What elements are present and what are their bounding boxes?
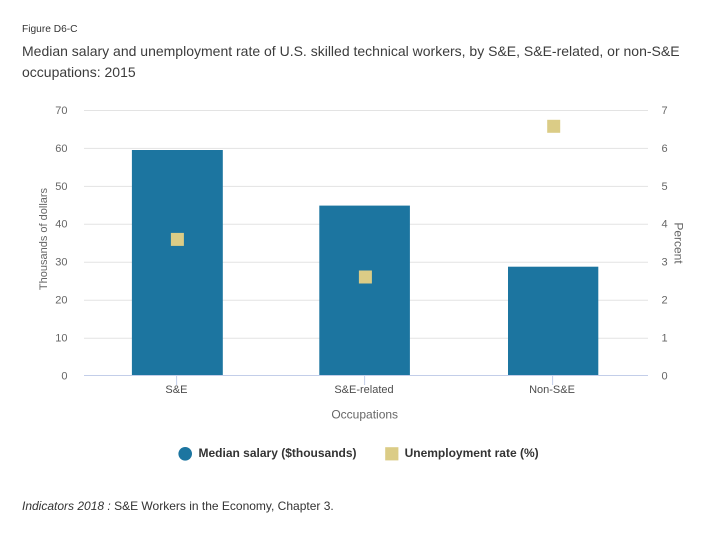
svg-text:60: 60 — [55, 143, 67, 155]
svg-text:Thousands of dollars: Thousands of dollars — [38, 187, 50, 290]
svg-text:Percent: Percent — [672, 222, 686, 264]
svg-text:6: 6 — [662, 143, 668, 155]
svg-text:4: 4 — [662, 219, 668, 231]
svg-text:S&E-related: S&E-related — [334, 384, 393, 396]
svg-text:3: 3 — [662, 257, 668, 269]
svg-text:Non-S&E: Non-S&E — [529, 384, 575, 396]
svg-text:30: 30 — [55, 257, 67, 269]
svg-text:0: 0 — [61, 371, 67, 383]
svg-text:7: 7 — [662, 105, 668, 117]
svg-text:5: 5 — [662, 181, 668, 193]
svg-text:0: 0 — [662, 371, 668, 383]
svg-text:10: 10 — [55, 333, 67, 345]
svg-text:Median salary ($thousands): Median salary ($thousands) — [199, 446, 357, 460]
svg-text:20: 20 — [55, 295, 67, 307]
svg-text:50: 50 — [55, 181, 67, 193]
svg-text:1: 1 — [662, 333, 668, 345]
svg-text:70: 70 — [55, 105, 67, 117]
svg-text:2: 2 — [662, 295, 668, 307]
svg-text:40: 40 — [55, 219, 67, 231]
svg-text:Occupations: Occupations — [331, 408, 398, 422]
svg-text:S&E: S&E — [165, 384, 187, 396]
svg-text:Unemployment rate (%): Unemployment rate (%) — [405, 446, 539, 460]
